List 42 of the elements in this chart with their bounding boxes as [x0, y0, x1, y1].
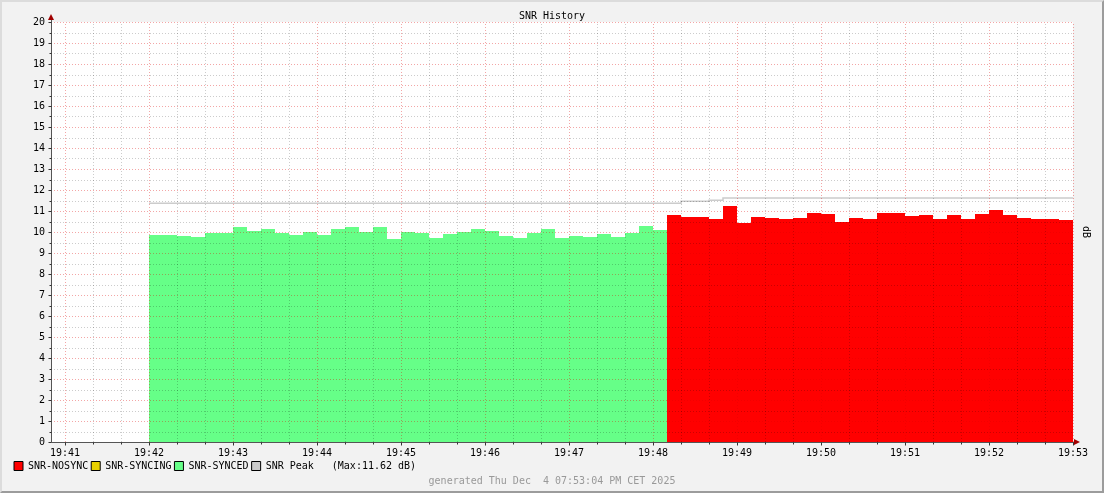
legend-label: SNR Peak [265, 459, 314, 471]
x-tick-label: 19:42 [133, 446, 165, 458]
y-tick-label: 4 [38, 351, 45, 363]
y-tick-label: 13 [32, 162, 45, 174]
y-tick-label: 16 [32, 99, 45, 111]
text: (Max:11.62 dB) [331, 459, 417, 471]
legend-label: SNR-SYNCING [105, 459, 172, 471]
x-tick-label: 19:46 [469, 446, 501, 458]
y-tick-label: 12 [32, 183, 45, 195]
y-tick-label: 18 [32, 57, 45, 69]
x-tick-label: 19:45 [385, 446, 417, 458]
y-tick-label: 20 [32, 15, 45, 27]
x-tick-label: 19:48 [637, 446, 669, 458]
legend-label: SNR-SYNCED [188, 459, 249, 471]
x-tick-label: 19:41 [49, 446, 81, 458]
x-tick-label: 19:50 [805, 446, 837, 458]
x-tick-label: 19:43 [217, 446, 249, 458]
text: generated Thu Dec 4 07:53:04 PM CET 2025 [428, 474, 676, 486]
x-tick-label: 19:51 [889, 446, 921, 458]
y-tick-label: 15 [32, 120, 45, 132]
legend-label: SNR-NOSYNC [28, 459, 89, 471]
y-tick-label: 3 [38, 372, 45, 384]
y-tick-label: 9 [38, 246, 45, 258]
y-tick-label: 17 [32, 78, 45, 90]
y-axis-title: dB [1081, 225, 1093, 239]
x-tick-label: 19:52 [973, 446, 1005, 458]
y-tick-label: 2 [38, 393, 45, 405]
y-tick-label: 8 [38, 267, 45, 279]
x-tick-label: 19:47 [553, 446, 585, 458]
x-tick-label: 19:49 [721, 446, 753, 458]
y-tick-label: 11 [32, 204, 45, 216]
x-tick-label: 19:44 [301, 446, 333, 458]
chart-title: SNR History [518, 9, 586, 21]
y-tick-label: 7 [38, 288, 45, 300]
y-tick-label: 5 [38, 330, 45, 342]
y-tick-label: 19 [32, 36, 45, 48]
y-tick-label: 0 [38, 435, 45, 447]
y-tick-label: 14 [32, 141, 45, 153]
x-tick-label: 19:53 [1057, 446, 1089, 458]
y-tick-label: 1 [38, 414, 45, 426]
y-tick-label: 6 [38, 309, 45, 321]
y-tick-label: 10 [32, 225, 45, 237]
